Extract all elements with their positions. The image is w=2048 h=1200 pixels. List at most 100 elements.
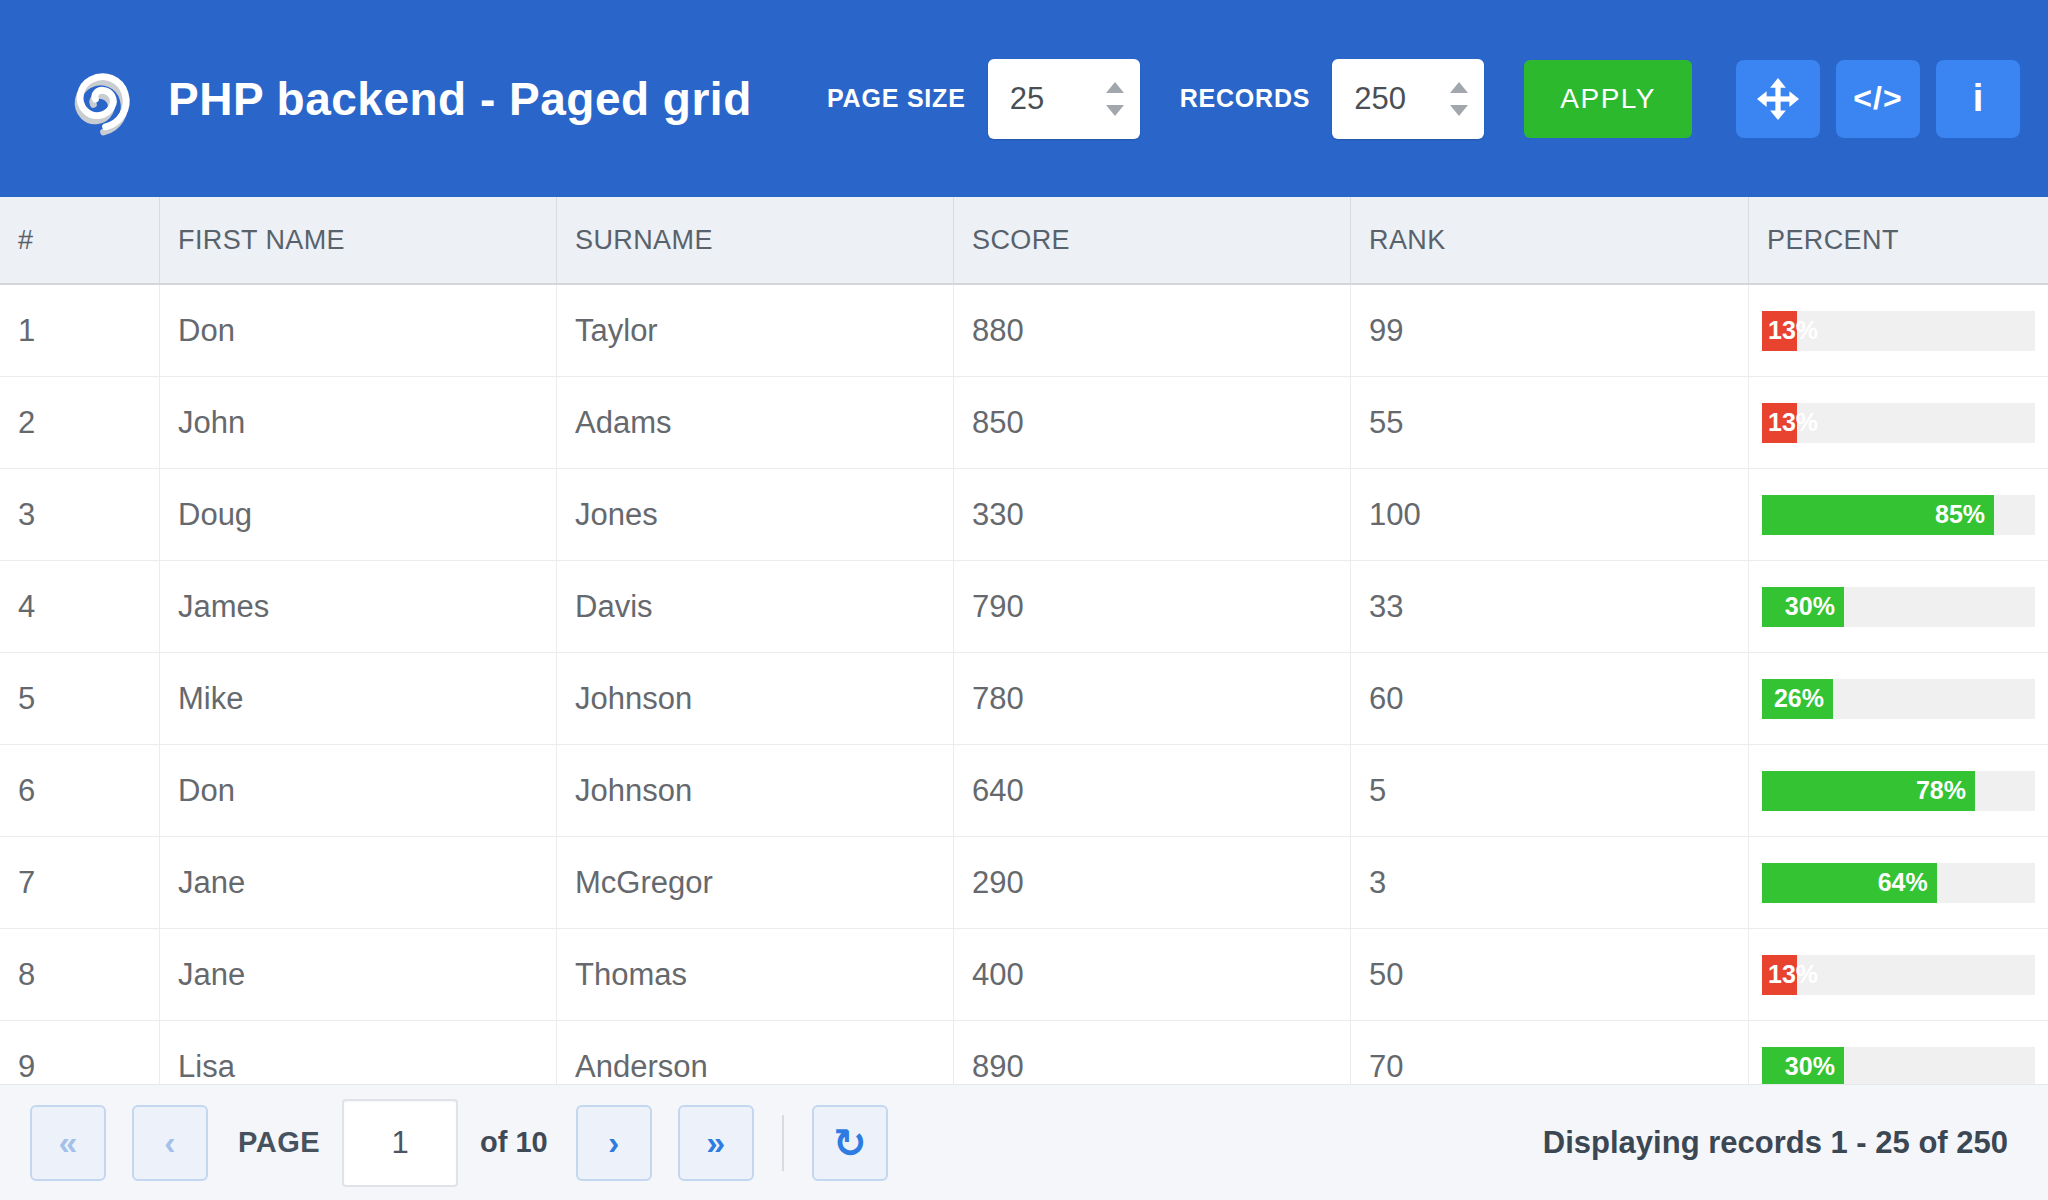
- page-title: PHP backend - Paged grid: [168, 72, 752, 126]
- score-cell: 790: [954, 561, 1351, 652]
- refresh-button[interactable]: ↻: [812, 1105, 888, 1181]
- percent-bar-track: 13%: [1762, 311, 2035, 351]
- first-page-button[interactable]: «: [30, 1105, 106, 1181]
- percent-bar-fill: 78%: [1762, 771, 1975, 811]
- percent-bar-label: 30%: [1785, 592, 1835, 621]
- last-page-button[interactable]: »: [678, 1105, 754, 1181]
- score-cell: 780: [954, 653, 1351, 744]
- score-cell: 330: [954, 469, 1351, 560]
- percent-bar-track: 13%: [1762, 403, 2035, 443]
- row-number-cell: 6: [0, 745, 160, 836]
- table-row[interactable]: 2JohnAdams8505513%: [0, 377, 2048, 469]
- percent-bar-label: 85%: [1935, 500, 1985, 529]
- pager-divider: [782, 1115, 784, 1171]
- table-row[interactable]: 8JaneThomas40050 13%: [0, 929, 2048, 1021]
- surname-cell: Taylor: [557, 285, 954, 376]
- surname-cell: Thomas: [557, 929, 954, 1020]
- percent-bar-track: 85%: [1762, 495, 2035, 535]
- page-size-spinner: [1106, 59, 1124, 139]
- surname-cell: Jones: [557, 469, 954, 560]
- column-header-percent[interactable]: PERCENT: [1749, 197, 2048, 283]
- table-row[interactable]: 1DonTaylor8809913%: [0, 285, 2048, 377]
- percent-bar-label: 13%: [1768, 960, 1818, 989]
- spinner-down-icon[interactable]: [1106, 105, 1124, 116]
- score-cell: 400: [954, 929, 1351, 1020]
- first-name-cell: Don: [160, 285, 557, 376]
- prev-page-button[interactable]: ‹: [132, 1105, 208, 1181]
- column-header-row-number[interactable]: #: [0, 197, 160, 283]
- percent-cell: 85%: [1749, 469, 2048, 560]
- apply-button[interactable]: APPLY: [1524, 60, 1692, 138]
- records-input-box: [1332, 59, 1484, 139]
- percent-bar-label: 13%: [1768, 408, 1818, 437]
- first-name-cell: Jane: [160, 837, 557, 928]
- page-size-input[interactable]: [988, 59, 1084, 139]
- toolbar: PHP backend - Paged grid PAGE SIZE RECOR…: [0, 0, 2048, 197]
- percent-cell: 13%: [1749, 929, 2048, 1020]
- first-name-cell: John: [160, 377, 557, 468]
- rank-cell: 70: [1351, 1021, 1749, 1084]
- percent-cell: 64%: [1749, 837, 2048, 928]
- row-number-cell: 4: [0, 561, 160, 652]
- score-cell: 640: [954, 745, 1351, 836]
- percent-bar-label: 26%: [1774, 684, 1824, 713]
- first-page-icon: «: [59, 1123, 78, 1162]
- percent-bar-track: 30%: [1762, 587, 2035, 627]
- percent-bar-track: 13%: [1762, 955, 2035, 995]
- spinner-up-icon[interactable]: [1450, 82, 1468, 93]
- surname-cell: Johnson: [557, 653, 954, 744]
- table-row[interactable]: 6DonJohnson6405 78%: [0, 745, 2048, 837]
- percent-bar-track: 26%: [1762, 679, 2035, 719]
- records-spinner: [1450, 59, 1468, 139]
- table-row[interactable]: 4JamesDavis7903330%: [0, 561, 2048, 653]
- code-button[interactable]: </>: [1836, 60, 1920, 138]
- app-logo-spiral-icon: [42, 50, 140, 148]
- info-button[interactable]: i: [1936, 60, 2020, 138]
- row-number-cell: 3: [0, 469, 160, 560]
- rank-cell: 50: [1351, 929, 1749, 1020]
- table-row[interactable]: 5MikeJohnson7806026%: [0, 653, 2048, 745]
- grid-body: 1DonTaylor8809913%2JohnAdams8505513%3Dou…: [0, 285, 2048, 1084]
- next-page-icon: ›: [608, 1123, 619, 1162]
- first-name-cell: Don: [160, 745, 557, 836]
- percent-bar-track: 30%: [1762, 1047, 2035, 1085]
- row-number-cell: 5: [0, 653, 160, 744]
- move-button[interactable]: [1736, 60, 1820, 138]
- score-cell: 880: [954, 285, 1351, 376]
- percent-bar-fill: 85%: [1762, 495, 1994, 535]
- rank-cell: 5: [1351, 745, 1749, 836]
- surname-cell: Davis: [557, 561, 954, 652]
- percent-cell: 30%: [1749, 561, 2048, 652]
- row-number-cell: 8: [0, 929, 160, 1020]
- percent-cell: 30%: [1749, 1021, 2048, 1084]
- surname-cell: McGregor: [557, 837, 954, 928]
- first-name-cell: Doug: [160, 469, 557, 560]
- row-number-cell: 2: [0, 377, 160, 468]
- page-count-label: of 10: [480, 1126, 548, 1159]
- surname-cell: Johnson: [557, 745, 954, 836]
- table-row[interactable]: 3DougJones330100 85%: [0, 469, 2048, 561]
- first-name-cell: Jane: [160, 929, 557, 1020]
- records-status-text: Displaying records 1 - 25 of 250: [1543, 1125, 2008, 1161]
- rank-cell: 55: [1351, 377, 1749, 468]
- rank-cell: 3: [1351, 837, 1749, 928]
- table-row[interactable]: 7JaneMcGregor290364%: [0, 837, 2048, 929]
- percent-bar-fill: 13%: [1762, 403, 1797, 443]
- column-header-first-name[interactable]: FIRST NAME: [160, 197, 557, 283]
- surname-cell: Adams: [557, 377, 954, 468]
- table-row[interactable]: 9LisaAnderson8907030%: [0, 1021, 2048, 1084]
- next-page-button[interactable]: ›: [576, 1105, 652, 1181]
- column-header-rank[interactable]: RANK: [1351, 197, 1749, 283]
- spinner-up-icon[interactable]: [1106, 82, 1124, 93]
- percent-bar-track: 78%: [1762, 771, 2035, 811]
- rank-cell: 100: [1351, 469, 1749, 560]
- page-number-input[interactable]: [342, 1099, 458, 1187]
- column-header-score[interactable]: SCORE: [954, 197, 1351, 283]
- rank-cell: 60: [1351, 653, 1749, 744]
- percent-bar-label: 30%: [1785, 1052, 1835, 1081]
- move-icon: [1757, 78, 1799, 120]
- column-header-surname[interactable]: SURNAME: [557, 197, 954, 283]
- spinner-down-icon[interactable]: [1450, 105, 1468, 116]
- records-input[interactable]: [1332, 59, 1428, 139]
- percent-cell: 13%: [1749, 377, 2048, 468]
